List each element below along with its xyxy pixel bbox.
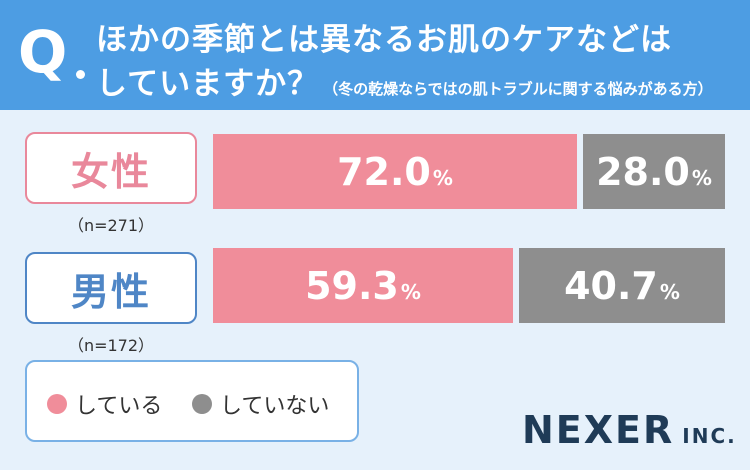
female-bar: 72.0% 28.0%: [213, 134, 725, 209]
question-note: （冬の乾燥ならではの肌トラブルに関する悩みがある方）: [323, 80, 713, 98]
male-doing-unit: %: [400, 279, 421, 304]
nexer-logo: NEXER INC.: [522, 408, 737, 452]
legend: している していない: [25, 360, 359, 442]
legend-item-not-doing: していない: [192, 388, 329, 420]
question-header: Q ほかの季節とは異なるお肌のケアなどは していますか？ （冬の乾燥ならではの肌ト…: [0, 0, 750, 110]
legend-item-doing: している: [47, 388, 162, 420]
female-doing-unit: %: [432, 165, 453, 190]
female-not-doing-value: 28.0: [596, 149, 690, 194]
logo-sub-text: INC.: [682, 424, 737, 448]
male-not-doing-unit: %: [659, 279, 680, 304]
female-sample-size: （n=271）: [67, 216, 155, 235]
male-doing-value: 59.3: [305, 263, 399, 308]
question-mark: Q: [18, 18, 68, 86]
male-label: 男性: [25, 252, 197, 324]
female-label: 女性: [25, 132, 197, 204]
logo-main-text: NEXER: [522, 408, 675, 452]
male-sample-size: （n=172）: [67, 336, 155, 355]
female-not-doing-unit: %: [691, 165, 712, 190]
legend-label-not-doing: していない: [220, 394, 330, 419]
legend-dot-not-doing: [192, 394, 212, 414]
question-line-2: していますか？ （冬の乾燥ならではの肌トラブルに関する悩みがある方）: [96, 58, 713, 103]
male-doing-segment: 59.3%: [213, 248, 513, 323]
legend-label-doing: している: [75, 394, 163, 419]
male-not-doing-segment: 40.7%: [519, 248, 725, 323]
female-doing-segment: 72.0%: [213, 134, 577, 209]
question-line-2-main: していますか？: [96, 66, 320, 102]
question-line-1: ほかの季節とは異なるお肌のケアなどは: [96, 22, 672, 58]
legend-dot-doing: [47, 394, 67, 414]
male-not-doing-value: 40.7: [564, 263, 658, 308]
question-dot: [76, 70, 85, 79]
male-bar: 59.3% 40.7%: [213, 248, 725, 323]
female-doing-value: 72.0: [337, 149, 431, 194]
female-not-doing-segment: 28.0%: [583, 134, 725, 209]
